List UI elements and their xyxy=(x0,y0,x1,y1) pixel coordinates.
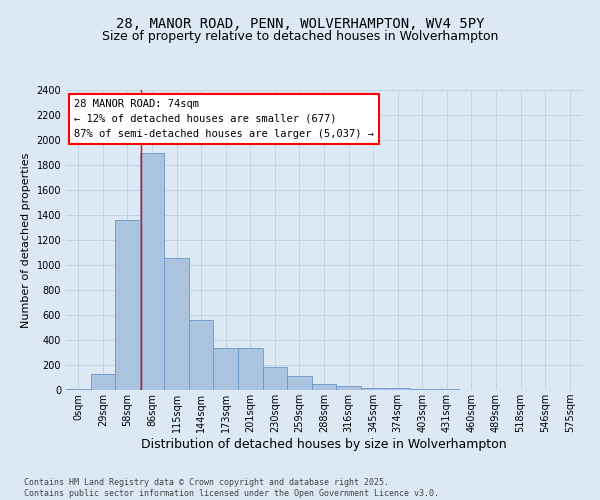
Bar xyxy=(140,152,164,390)
Bar xyxy=(189,320,214,390)
Bar xyxy=(164,258,189,390)
Bar xyxy=(312,384,336,390)
Bar xyxy=(385,388,410,390)
Bar xyxy=(263,367,287,390)
Bar xyxy=(91,374,115,390)
Bar xyxy=(115,220,140,390)
X-axis label: Distribution of detached houses by size in Wolverhampton: Distribution of detached houses by size … xyxy=(141,438,507,451)
Bar xyxy=(287,376,312,390)
Y-axis label: Number of detached properties: Number of detached properties xyxy=(21,152,31,328)
Bar xyxy=(434,389,459,390)
Bar xyxy=(238,348,263,390)
Bar xyxy=(410,389,434,390)
Text: 28 MANOR ROAD: 74sqm
← 12% of detached houses are smaller (677)
87% of semi-deta: 28 MANOR ROAD: 74sqm ← 12% of detached h… xyxy=(74,99,374,138)
Bar xyxy=(336,386,361,390)
Bar xyxy=(66,389,91,390)
Text: Contains HM Land Registry data © Crown copyright and database right 2025.
Contai: Contains HM Land Registry data © Crown c… xyxy=(24,478,439,498)
Text: 28, MANOR ROAD, PENN, WOLVERHAMPTON, WV4 5PY: 28, MANOR ROAD, PENN, WOLVERHAMPTON, WV4… xyxy=(116,18,484,32)
Bar xyxy=(361,388,385,390)
Text: Size of property relative to detached houses in Wolverhampton: Size of property relative to detached ho… xyxy=(102,30,498,43)
Bar xyxy=(214,348,238,390)
